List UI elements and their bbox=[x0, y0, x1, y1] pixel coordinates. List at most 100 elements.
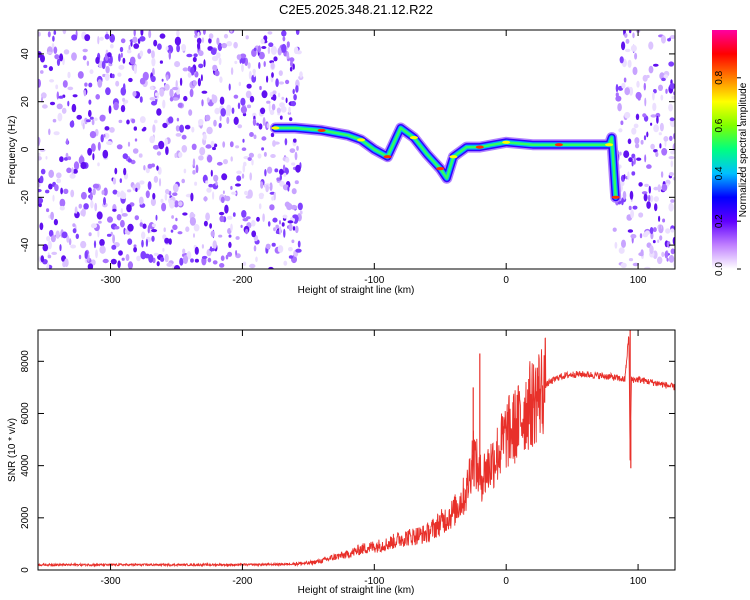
noise-blob bbox=[142, 223, 147, 229]
noise-blob bbox=[283, 228, 286, 238]
noise-blob bbox=[260, 107, 266, 115]
spectrogram-y-tick-label: 40 bbox=[20, 48, 31, 60]
signal-peak bbox=[271, 126, 280, 130]
noise-blob bbox=[234, 60, 238, 65]
noise-blob bbox=[223, 159, 228, 165]
noise-blob bbox=[653, 186, 659, 191]
noise-blob bbox=[153, 39, 158, 47]
noise-blob bbox=[59, 156, 64, 163]
noise-blob bbox=[139, 116, 146, 124]
noise-blob bbox=[267, 31, 273, 35]
noise-blob bbox=[140, 251, 147, 260]
noise-blob bbox=[245, 90, 252, 99]
noise-blob bbox=[112, 208, 117, 212]
noise-blob bbox=[68, 238, 72, 246]
noise-blob bbox=[203, 196, 208, 202]
noise-blob bbox=[281, 30, 287, 37]
noise-blob bbox=[245, 216, 251, 220]
noise-blob bbox=[228, 234, 232, 238]
noise-blob bbox=[265, 243, 271, 250]
noise-blob bbox=[53, 131, 60, 136]
noise-blob bbox=[635, 91, 642, 100]
noise-blob bbox=[56, 103, 63, 110]
noise-blob bbox=[668, 156, 675, 160]
noise-blob bbox=[668, 255, 675, 263]
noise-blob bbox=[47, 31, 51, 38]
noise-blob bbox=[270, 62, 275, 70]
signal-trace bbox=[271, 124, 620, 202]
noise-blob bbox=[271, 72, 274, 78]
noise-blob bbox=[243, 156, 249, 160]
noise-blob bbox=[126, 204, 132, 213]
noise-blob bbox=[257, 153, 262, 159]
noise-blob bbox=[266, 123, 270, 129]
noise-blob bbox=[188, 109, 193, 116]
noise-blob bbox=[72, 223, 76, 228]
noise-blob bbox=[183, 95, 188, 102]
noise-blob bbox=[133, 65, 137, 74]
noise-blob bbox=[286, 203, 293, 211]
noise-blob bbox=[251, 159, 254, 166]
noise-blob bbox=[248, 70, 252, 80]
noise-blob bbox=[652, 240, 656, 244]
noise-blob bbox=[623, 150, 630, 158]
noise-blob bbox=[38, 152, 41, 157]
noise-blob bbox=[107, 216, 113, 223]
noise-blob bbox=[152, 192, 156, 200]
noise-blob bbox=[282, 214, 288, 219]
noise-blob bbox=[256, 216, 260, 222]
noise-blob bbox=[297, 240, 301, 248]
snr-x-tick-label: -100 bbox=[364, 576, 384, 587]
noise-blob bbox=[294, 180, 299, 185]
snr-x-tick-label: 100 bbox=[630, 576, 647, 587]
noise-blob bbox=[636, 80, 640, 88]
noise-blob bbox=[646, 201, 651, 209]
noise-blob bbox=[194, 181, 198, 186]
noise-blob bbox=[670, 248, 675, 255]
noise-blob bbox=[249, 172, 252, 181]
noise-blob bbox=[145, 238, 148, 247]
noise-blob bbox=[253, 134, 257, 140]
noise-blob bbox=[239, 53, 247, 59]
noise-blob bbox=[268, 266, 274, 269]
noise-blob bbox=[222, 141, 226, 148]
noise-blob bbox=[122, 192, 127, 200]
noise-blob bbox=[642, 74, 648, 82]
noise-blob bbox=[226, 215, 233, 220]
noise-blob bbox=[227, 228, 232, 235]
noise-blob bbox=[174, 36, 181, 46]
noise-blob bbox=[263, 151, 267, 157]
noise-blob bbox=[203, 59, 206, 68]
spectrogram-y-tick-label: 20 bbox=[20, 96, 31, 108]
noise-blob bbox=[275, 224, 280, 229]
noise-blob bbox=[661, 77, 666, 82]
signal-peak bbox=[475, 145, 484, 149]
noise-blob bbox=[202, 133, 207, 141]
noise-blob bbox=[665, 88, 668, 94]
noise-blob bbox=[212, 240, 217, 250]
noise-blob bbox=[134, 215, 139, 221]
noise-blob bbox=[282, 164, 286, 172]
noise-blob bbox=[147, 225, 150, 234]
noise-blob bbox=[95, 56, 100, 64]
noise-blob bbox=[672, 237, 675, 245]
noise-blob bbox=[198, 50, 204, 57]
noise-blob bbox=[245, 228, 249, 235]
noise-blob bbox=[628, 157, 633, 163]
noise-blob bbox=[72, 228, 77, 234]
noise-blob bbox=[69, 173, 76, 179]
noise-blob bbox=[638, 182, 643, 187]
noise-blob bbox=[671, 95, 675, 100]
noise-blob bbox=[293, 94, 297, 101]
noise-blob bbox=[55, 230, 60, 239]
noise-blob bbox=[156, 151, 162, 156]
noise-blob bbox=[620, 262, 627, 268]
noise-blob bbox=[211, 94, 215, 99]
noise-blob bbox=[162, 99, 166, 109]
noise-blob bbox=[657, 239, 660, 243]
noise-blob bbox=[49, 101, 56, 106]
noise-blob bbox=[662, 218, 666, 223]
noise-blob bbox=[276, 177, 281, 181]
noise-blob bbox=[63, 188, 69, 194]
noise-blob bbox=[287, 186, 290, 192]
